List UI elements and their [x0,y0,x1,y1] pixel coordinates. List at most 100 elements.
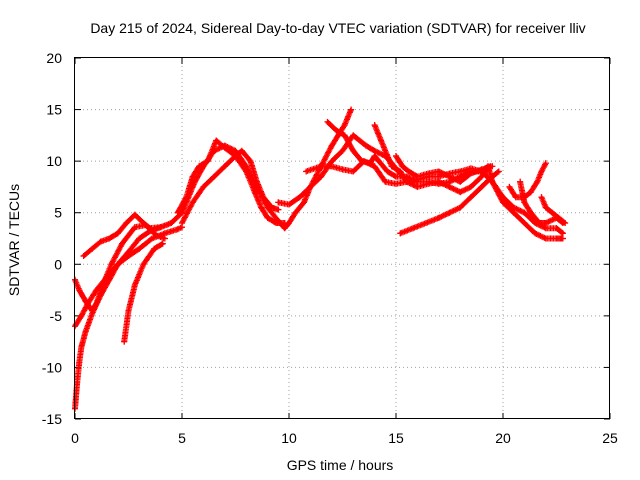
data-point [161,235,168,242]
series-track-11 [371,122,494,196]
data-point [553,225,560,232]
data-point [397,168,404,175]
data-point [446,178,453,185]
plot-frame [74,57,610,419]
data-point [384,168,391,175]
x-tick-label: 5 [178,430,186,446]
data-point [517,178,524,185]
y-tick-label: 15 [46,102,62,118]
data-point [521,220,528,227]
data-point [146,225,153,232]
data-point [123,220,130,227]
data-point [151,245,158,252]
data-point [238,147,245,154]
data-point [467,170,474,177]
data-point [393,173,399,180]
data-point [478,166,485,173]
data-point [136,235,143,242]
x-tick-label: 25 [602,430,618,446]
series-track-5 [80,106,355,260]
data-point [339,166,346,173]
data-point [435,214,442,221]
data-point [82,328,89,335]
data-point [108,261,115,268]
data-point [106,235,113,242]
data-point [200,183,207,190]
data-point [159,240,166,247]
data-point [425,170,432,177]
data-point [121,338,128,345]
data-point [559,235,566,242]
y-tick-label: 10 [46,153,62,169]
data-point [296,194,303,201]
y-tick-label: -10 [42,359,62,375]
data-point [78,312,85,319]
x-tick-label: 20 [495,430,511,446]
data-point [341,132,348,139]
data-point [446,173,453,180]
data-point [506,183,513,190]
data-point [371,152,378,159]
data-point [562,220,569,227]
data-point [204,158,211,165]
data-point [457,178,464,185]
data-point [521,199,528,206]
data-point [258,204,265,211]
data-point [93,287,100,294]
data-marks [72,106,569,412]
data-point [318,163,325,170]
data-point [114,261,121,268]
data-point [393,180,399,187]
data-point [221,163,228,170]
data-point [292,209,299,216]
data-point [168,220,175,227]
y-tick-label: -5 [50,308,63,324]
data-point [264,214,271,221]
data-point [211,173,218,180]
data-point [495,168,502,175]
data-point [174,209,181,216]
data-point [275,199,282,206]
data-point [106,276,113,283]
data-point [74,379,81,386]
data-point [422,220,429,227]
data-point [534,178,541,185]
y-tick-label: 20 [46,50,62,66]
data-point [328,158,335,165]
data-point [388,163,395,170]
data-point [350,132,357,139]
data-point [542,225,549,232]
data-point [425,180,432,187]
data-point [435,168,442,175]
data-point [341,122,348,129]
data-point [281,225,288,232]
series-track-16 [538,194,569,227]
data-point [97,238,104,245]
data-point [555,214,562,221]
data-point [350,168,357,175]
data-point [307,183,314,190]
data-point [457,204,464,211]
y-tick-labels: -15 -10 -5 0 5 10 15 20 [42,50,62,427]
data-point [467,165,474,172]
data-point [414,183,421,190]
data-point [542,220,549,227]
data-point [136,245,143,252]
data-point [553,235,560,242]
data-point [339,147,346,154]
data-point [183,194,190,201]
data-point [521,209,528,216]
data-point [84,300,91,307]
data-point [489,173,496,180]
data-point [414,173,421,180]
data-point [76,359,83,366]
data-point [196,163,203,170]
data-point [457,173,464,180]
data-point [410,225,417,232]
data-point-markers [506,160,549,201]
data-point [300,199,307,206]
data-point [286,201,292,208]
data-point [478,173,485,180]
data-point [549,209,556,216]
data-point [371,163,378,170]
